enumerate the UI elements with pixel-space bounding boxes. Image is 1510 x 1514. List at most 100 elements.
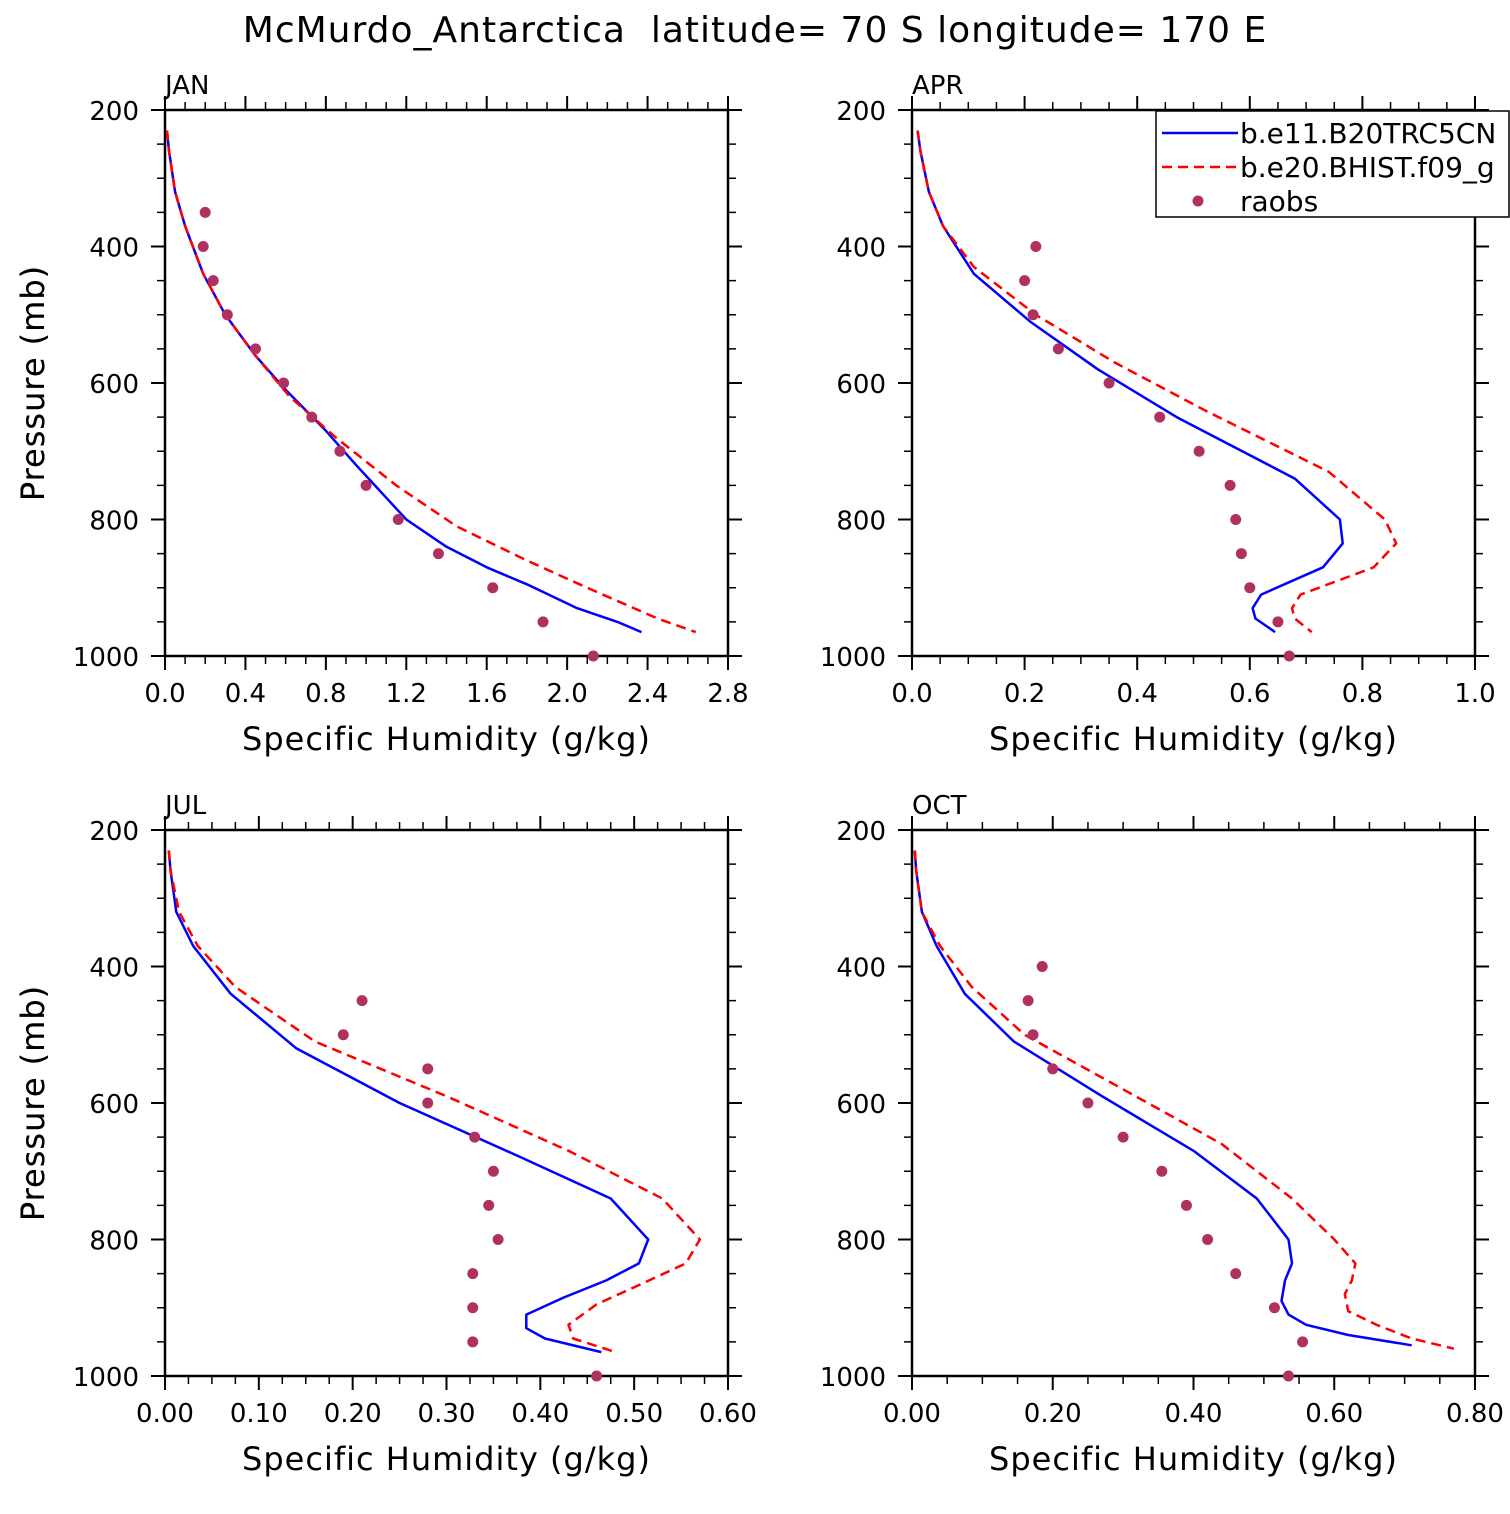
data-point-raobs xyxy=(587,650,599,662)
y-tick-label: 400 xyxy=(836,954,886,984)
series-line-b20trc xyxy=(165,130,642,634)
data-point-raobs xyxy=(199,206,211,218)
plot-frame xyxy=(163,108,730,658)
data-point-raobs xyxy=(249,343,261,355)
legend-label: b.e11.B20TRC5CN xyxy=(1240,117,1496,150)
figure-title: McMurdo_Antarctica latitude= 70 S longit… xyxy=(242,10,1268,51)
data-point-raobs xyxy=(392,514,404,525)
data-point-raobs xyxy=(197,241,209,252)
data-point-raobs xyxy=(1283,650,1295,662)
data-point-raobs xyxy=(356,995,368,1007)
x-tick-label: 0.20 xyxy=(1024,1399,1082,1429)
x-tick-label: 0.20 xyxy=(324,1399,382,1429)
y-tick-label: 1000 xyxy=(73,1363,139,1393)
data-point-raobs xyxy=(469,1131,481,1143)
data-point-raobs xyxy=(1027,1029,1039,1041)
y-tick-label: 600 xyxy=(836,370,886,400)
y-tick-label: 200 xyxy=(89,97,139,127)
data-point-raobs xyxy=(487,1165,499,1177)
y-tick-label: 200 xyxy=(89,817,139,847)
data-point-raobs xyxy=(221,309,233,321)
data-point-raobs xyxy=(306,411,318,423)
y-axis-label: Pressure (mb) xyxy=(14,265,52,501)
y-tick-label: 1000 xyxy=(820,643,886,673)
x-tick-label: 1.6 xyxy=(466,679,507,709)
legend-marker-raobs xyxy=(1192,195,1204,207)
data-point-raobs xyxy=(360,479,372,491)
y-tick-label: 200 xyxy=(836,817,886,847)
data-point-raobs xyxy=(492,1234,504,1245)
x-tick-label: 2.0 xyxy=(546,679,587,709)
legend-label: raobs xyxy=(1240,185,1318,218)
x-axis-label: Specific Humidity (g/kg) xyxy=(242,1440,651,1478)
data-point-raobs xyxy=(1019,275,1031,287)
series-line-bhist xyxy=(916,130,1398,634)
y-tick-label: 400 xyxy=(836,234,886,264)
x-tick-label: 0.00 xyxy=(883,1399,941,1429)
data-point-raobs xyxy=(1156,1165,1168,1177)
y-tick-label: 400 xyxy=(89,234,139,264)
y-tick-label: 600 xyxy=(89,1090,139,1120)
data-point-raobs xyxy=(591,1370,603,1382)
data-point-raobs xyxy=(207,275,219,287)
data-point-raobs xyxy=(537,616,549,628)
data-point-raobs xyxy=(467,1302,479,1314)
data-point-raobs xyxy=(278,377,290,389)
panel-title: APR xyxy=(912,71,964,101)
data-point-raobs xyxy=(1230,1268,1242,1280)
data-point-raobs xyxy=(1235,548,1247,560)
x-tick-label: 0.8 xyxy=(1342,679,1383,709)
data-point-raobs xyxy=(1022,995,1034,1007)
data-point-raobs xyxy=(337,1029,349,1041)
legend-label: b.e20.BHIST.f09_g xyxy=(1240,151,1495,184)
x-tick-label: 0.40 xyxy=(511,1399,569,1429)
x-tick-label: 0.80 xyxy=(1446,1399,1504,1429)
x-tick-label: 0.2 xyxy=(1004,679,1045,709)
data-point-raobs xyxy=(1082,1097,1094,1109)
data-point-raobs xyxy=(1193,445,1205,457)
plot-frame xyxy=(163,828,730,1378)
data-point-raobs xyxy=(1027,309,1039,321)
data-point-raobs xyxy=(1047,1063,1059,1075)
y-axis-label: Pressure (mb) xyxy=(14,265,52,501)
x-tick-label: 1.2 xyxy=(386,679,427,709)
chart-panel-3: OCT 0.00 0.20 0.40 0.60 0.80 200 400 600 800 1000 S… xyxy=(14,791,1504,1478)
series-line-b20trc xyxy=(167,850,650,1354)
chart-panel-0: JAN 0.0 0.4 0.8 1.2 1.6 2.0 2.4 2.8 200 400 600 800 1… xyxy=(14,71,749,758)
data-point-raobs xyxy=(1230,514,1242,525)
panel-title: JUL xyxy=(163,791,207,821)
data-point-raobs xyxy=(487,582,499,594)
y-axis-label: Pressure (mb) xyxy=(14,985,52,1221)
y-tick-label: 600 xyxy=(89,370,139,400)
x-tick-label: 2.8 xyxy=(707,679,748,709)
x-tick-label: 0.60 xyxy=(699,1399,757,1429)
data-point-raobs xyxy=(1103,377,1115,389)
data-point-raobs xyxy=(1244,582,1256,594)
data-point-raobs xyxy=(467,1336,479,1348)
x-axis-label: Specific Humidity (g/kg) xyxy=(989,1440,1398,1478)
panel-title: JAN xyxy=(163,71,209,101)
x-tick-label: 0.00 xyxy=(136,1399,194,1429)
x-tick-label: 0.8 xyxy=(305,679,346,709)
data-point-raobs xyxy=(1202,1234,1214,1245)
x-tick-label: 2.4 xyxy=(627,679,668,709)
x-tick-label: 0.4 xyxy=(225,679,266,709)
x-tick-label: 0.30 xyxy=(418,1399,476,1429)
data-point-raobs xyxy=(1283,1370,1295,1382)
series-line-bhist xyxy=(913,850,1455,1350)
data-point-raobs xyxy=(1272,616,1284,628)
chart-panel-2: JUL 0.00 0.10 0.20 0.30 0.40 0.50 0.60 200 400 600… xyxy=(14,791,757,1478)
data-point-raobs xyxy=(1052,343,1064,355)
data-point-raobs xyxy=(422,1063,434,1075)
y-tick-label: 200 xyxy=(836,97,886,127)
data-point-raobs xyxy=(1036,961,1048,972)
data-point-raobs xyxy=(1030,241,1042,252)
series-line-bhist xyxy=(167,850,702,1354)
y-axis-label: Pressure (mb) xyxy=(14,985,52,1221)
y-tick-label: 800 xyxy=(836,507,886,537)
data-point-raobs xyxy=(1268,1302,1280,1314)
data-point-raobs xyxy=(1297,1336,1309,1348)
y-tick-label: 600 xyxy=(836,1090,886,1120)
